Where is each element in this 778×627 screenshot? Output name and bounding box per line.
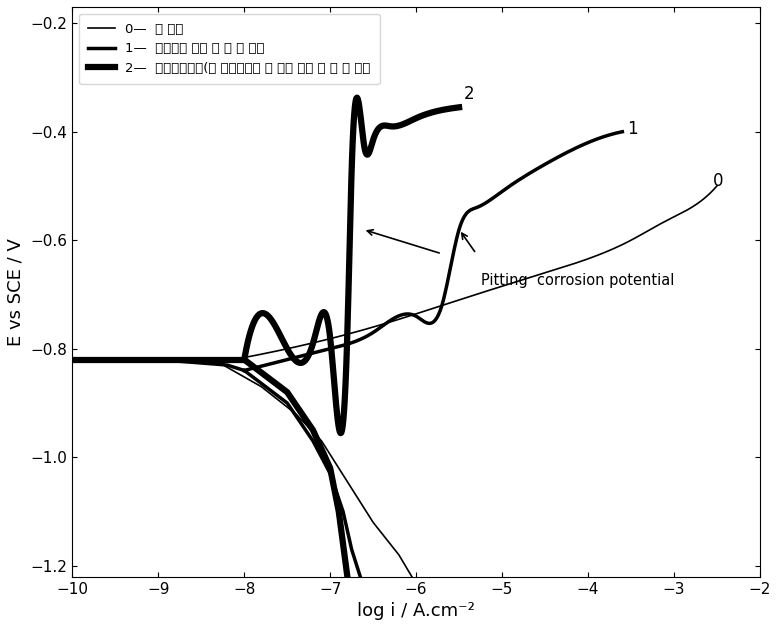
Text: Pitting  corrosion potential: Pitting corrosion potential	[481, 273, 674, 288]
Text: 0: 0	[713, 172, 723, 189]
Legend: 0—  聚 合膜, 1—  含氧化亚 钒纳 米 的 聚 合膜, 2—  含丙烯海松酸(乙 二胺酰胺及 氧 化亚 钒纳 米 的 聚 合膜: 0— 聚 合膜, 1— 含氧化亚 钒纳 米 的 聚 合膜, 2— 含丙烯海松酸(…	[79, 14, 380, 84]
X-axis label: log i / A.cm⁻²: log i / A.cm⁻²	[357, 602, 475, 620]
Text: 2: 2	[464, 85, 474, 103]
Text: 1: 1	[626, 120, 637, 138]
Y-axis label: E vs SCE / V: E vs SCE / V	[7, 238, 25, 345]
